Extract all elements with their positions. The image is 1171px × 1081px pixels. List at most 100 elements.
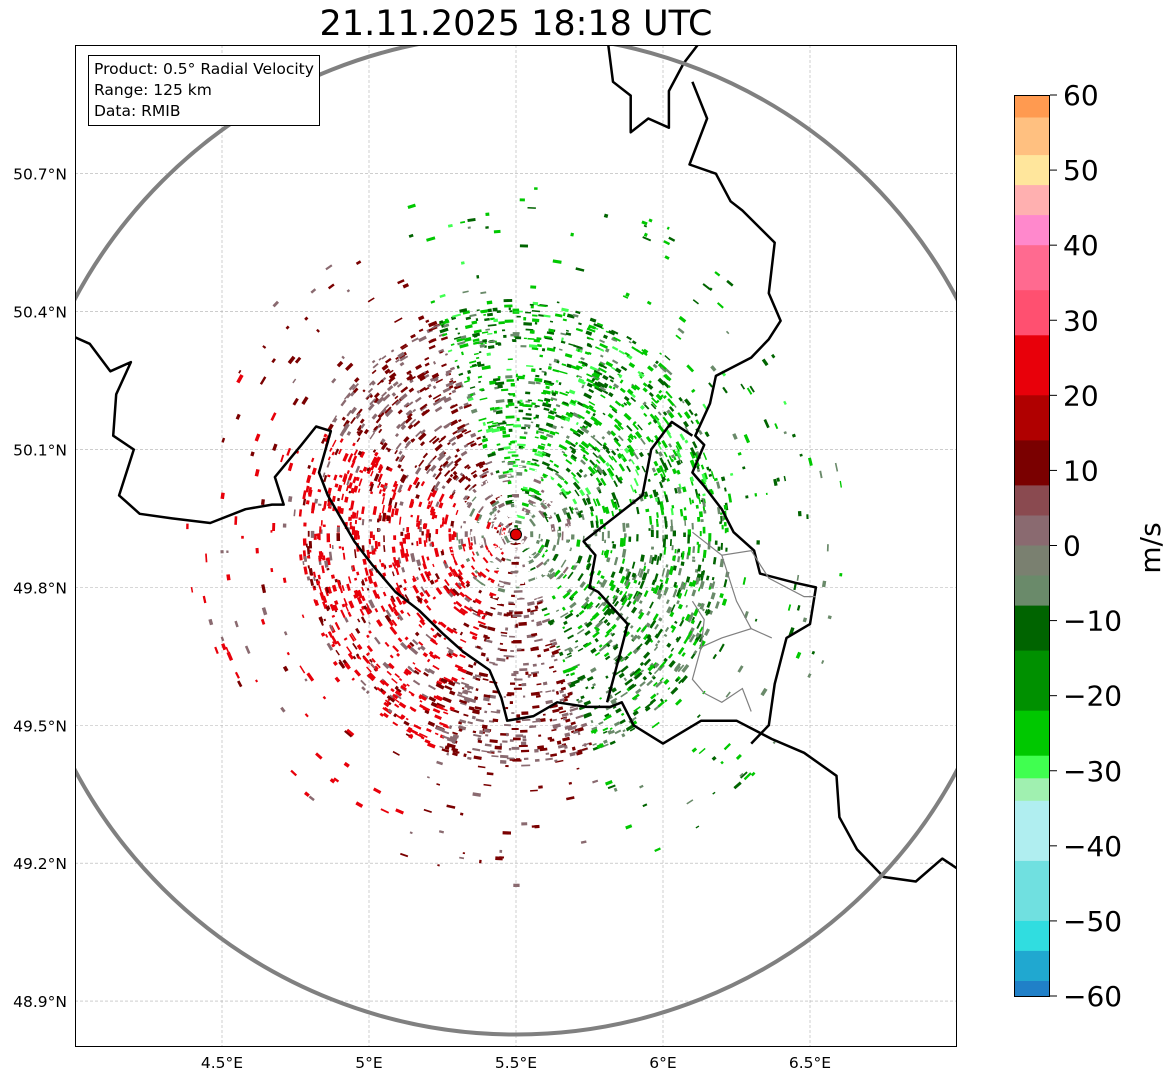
echo-pixel [306,576,311,581]
echo-pixel [313,599,320,607]
echo-pixel [611,510,615,517]
echo-pixel [564,724,573,730]
echo-pixel [350,406,357,415]
echo-pixel [563,744,568,750]
echo-pixel [623,395,630,402]
echo-pixel [619,718,626,725]
echo-pixel [500,760,507,764]
echo-pixel [657,700,665,708]
echo-pixel [311,467,317,476]
echo-pixel [342,552,346,560]
echo-pixel [631,683,637,689]
echo-gap [554,536,558,539]
echo-pixel [536,620,542,624]
echo-pixel [525,391,531,395]
echo-pixel [458,573,464,580]
echo-gap [501,499,503,503]
lat-tick-label: 49.5°N [13,717,67,735]
echo-pixel [623,677,628,682]
echo-pixel [444,353,448,356]
echo-pixel [382,393,391,402]
map-area[interactable] [16,35,1016,1047]
echo-gap [529,513,533,516]
echo-pixel [488,507,498,516]
echo-pixel [381,355,387,360]
echo-pixel [740,771,748,779]
echo-pixel [690,619,696,625]
echo-pixel [341,584,345,592]
echo-pixel [308,541,313,549]
echo-pixel [417,315,425,321]
echo-pixel [334,448,340,456]
echo-pixel [570,721,576,726]
echo-pixel [393,610,400,617]
echo-pixel [418,641,424,646]
echo-pixel [512,332,520,335]
echo-pixel [600,578,608,588]
echo-pixel [439,524,442,528]
echo-pixel [509,635,515,638]
echo-pixel [367,387,374,394]
echo-pixel [623,537,626,547]
echo-pixel [497,375,501,379]
echo-pixel [692,441,698,449]
echo-pixel [368,551,373,555]
echo-pixel [387,603,395,613]
echo-gap [518,525,523,529]
echo-pixel [343,761,350,768]
echo-pixel [405,474,409,479]
echo-pixel [460,261,465,265]
echo-pixel [424,373,430,379]
echo-gap [482,504,486,507]
echo-pixel [455,448,460,453]
echo-pixel [361,686,366,691]
echo-pixel [433,425,443,432]
echo-pixel [442,585,451,594]
echo-pixel [673,456,677,461]
echo-pixel [334,676,341,683]
echo-pixel [600,574,605,580]
echo-pixel [575,714,584,720]
echo-pixel [439,745,444,749]
echo-pixel [534,605,539,610]
echo-pixel [599,697,602,700]
range-text: Range: 125 km [94,81,212,99]
echo-pixel [566,363,572,369]
echo-pixel [495,556,503,563]
echo-pixel [262,345,267,349]
echo-pixel [516,417,520,422]
echo-pixel [538,734,542,737]
echo-pixel [663,469,667,473]
echo-pixel [596,469,602,476]
echo-pixel [510,382,515,387]
echo-pixel [821,580,827,588]
echo-pixel [684,439,689,444]
echo-pixel [631,574,638,581]
echo-pixel [586,327,596,333]
echo-pixel [569,427,578,434]
echo-pixel [398,701,407,709]
echo-pixel [430,300,436,304]
echo-pixel [405,409,413,416]
echo-pixel [531,632,538,637]
echo-pixel [566,518,571,525]
echo-pixel [647,365,654,372]
echo-pixel [702,506,706,511]
echo-pixel [553,469,559,474]
echo-pixel [336,533,341,542]
echo-pixel [336,360,344,368]
echo-pixel [528,576,538,582]
echo-pixel [282,577,287,584]
echo-pixel [411,638,419,646]
echo-pixel [697,564,702,572]
echo-pixel [516,471,523,476]
echo-pixel [581,514,585,521]
echo-pixel [324,633,329,638]
echo-pixel [536,683,542,686]
echo-pixel [569,707,579,712]
echo-pixel [531,458,539,462]
echo-pixel [434,579,439,583]
echo-gap [507,553,510,557]
echo-pixel [545,400,549,405]
echo-pixel [321,508,325,512]
